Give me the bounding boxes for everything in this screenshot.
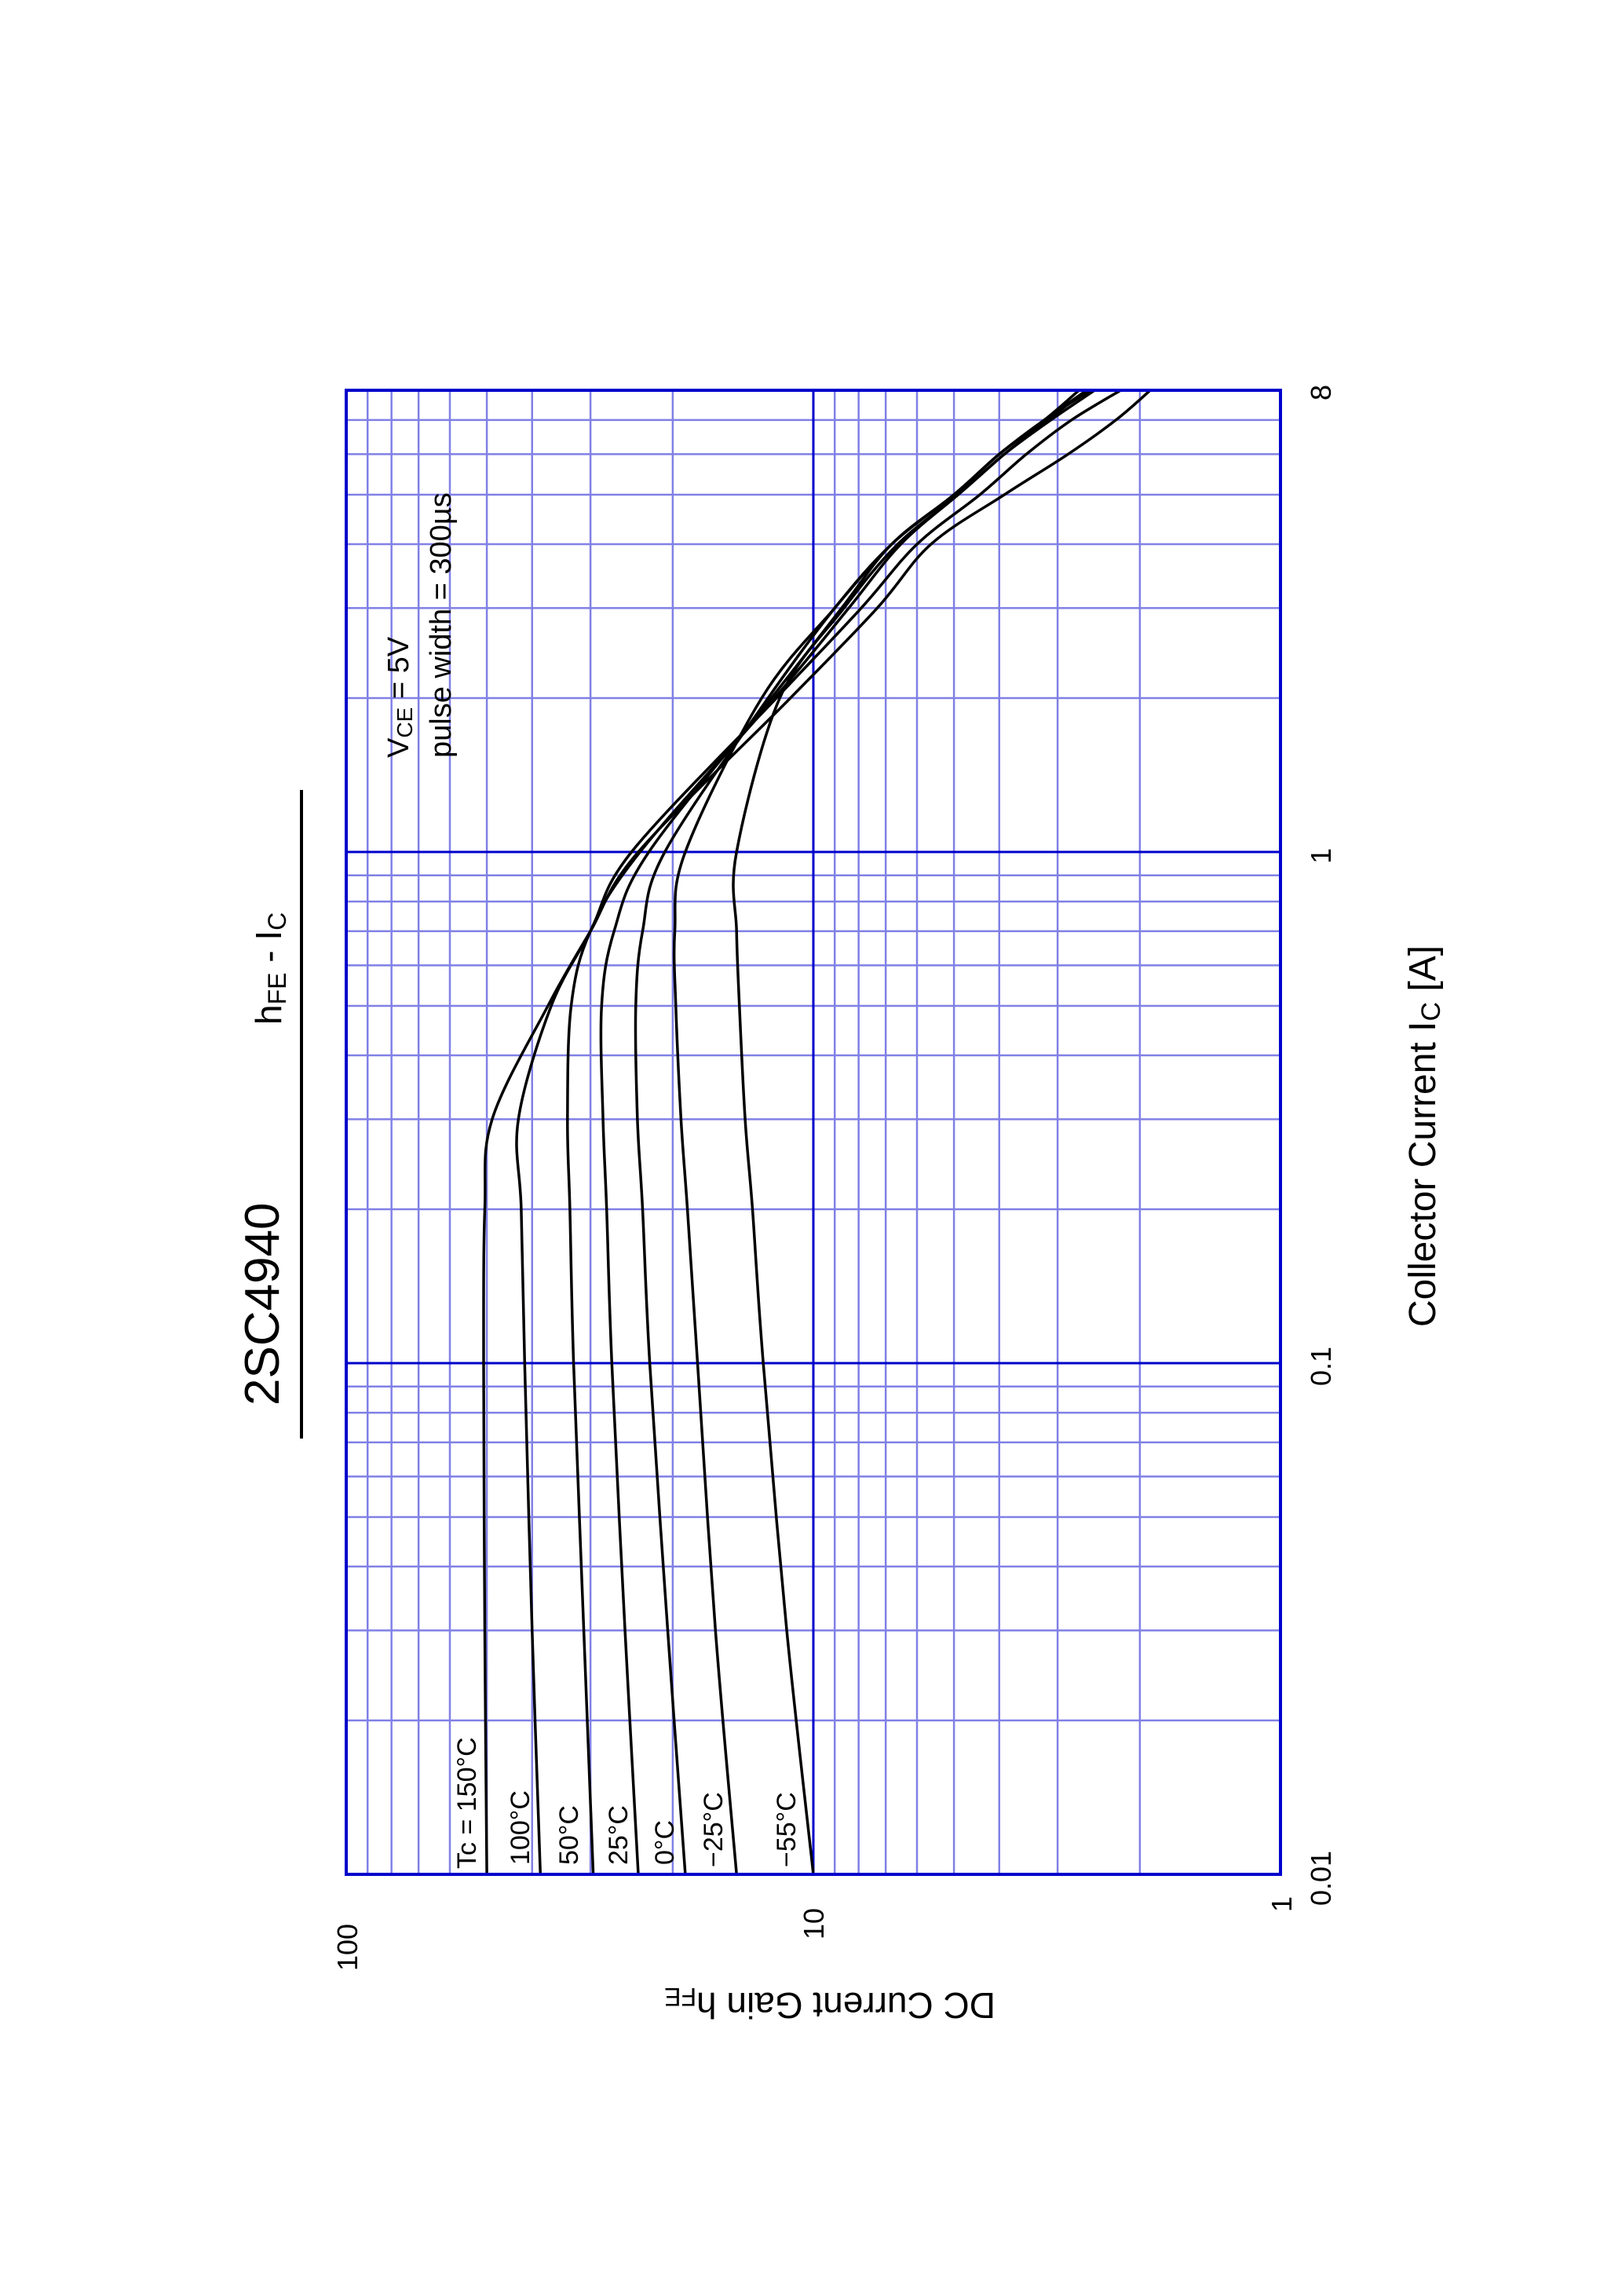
pulse-width-condition: pulse width = 300µs [425,492,458,758]
chart-subtitle: hFE - IC [248,912,291,1025]
part-number-title: 2SC4940 [236,1202,290,1406]
curve-100C [515,389,1122,1875]
x-axis-title: Collector Current IC [A] [1402,945,1446,1327]
y-tick-1: 1 [1266,1896,1298,1912]
y-tick-100: 100 [331,1924,363,1971]
label-150c: Tc = 150°C [452,1737,482,1869]
curves [482,389,1152,1875]
temperature-labels: Tc = 150°C 100°C 50°C 25°C 0°C −25°C −55… [452,1737,802,1869]
vce-condition: VCE = 5V [382,636,417,758]
title-block: 2SC4940 hFE - IC [236,790,303,1439]
x-tick-8: 8 [1305,385,1337,400]
y-tick-labels: 100 10 1 [331,1896,1298,1971]
curve-minus25C [672,389,1080,1875]
plot-frame [345,389,1282,1876]
label-minus55c: −55°C [772,1792,802,1867]
label-minus25c: −25°C [699,1792,729,1867]
y-axis-title: DC Current Gain hFE [664,1983,995,2026]
y-tick-10: 10 [798,1908,830,1940]
test-conditions: VCE = 5V pulse width = 300µs [382,492,458,758]
label-50c: 50°C [554,1805,584,1865]
label-25c: 25°C [604,1805,634,1865]
x-tick-0.1: 0.1 [1305,1347,1337,1386]
curve-0C [634,389,1088,1875]
curve-minus55C [732,389,1088,1875]
x-tick-1: 1 [1305,848,1337,864]
label-0c: 0°C [650,1820,680,1865]
x-tick-labels: 0.01 0.1 1 8 [1305,385,1337,1906]
x-tick-0.01: 0.01 [1305,1851,1337,1906]
label-100c: 100°C [506,1790,535,1865]
